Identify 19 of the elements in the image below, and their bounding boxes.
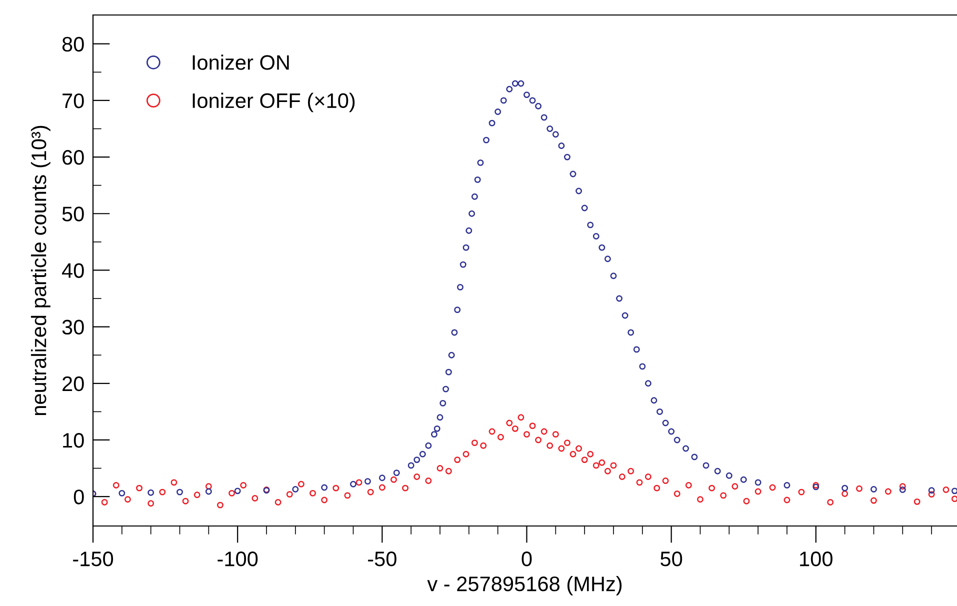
y-tick-label: 0 <box>74 490 84 504</box>
x-tick-label: -150 <box>73 552 114 566</box>
x-axis-title: v - 257895168 (MHz) <box>427 576 622 596</box>
y-tick-label: 40 <box>62 263 84 278</box>
x-tick-label: 100 <box>800 552 832 566</box>
x-tick-label: 0 <box>522 552 532 566</box>
y-tick-label: 80 <box>62 36 84 52</box>
y-tick-label: 70 <box>62 93 84 108</box>
y-tick-label: 10 <box>63 432 84 448</box>
legend-label: Ionizer OFF (×10) <box>192 92 355 112</box>
x-tick-label: -100 <box>218 552 258 566</box>
legend-label: Ionizer ON <box>192 54 289 70</box>
y-axis-title: neutralized particle counts (10³) <box>30 126 50 416</box>
y-tick-label: 30 <box>62 320 84 335</box>
y-tick-label: 20 <box>62 376 84 392</box>
y-tick-label: 60 <box>62 150 84 165</box>
y-tick-label: 50 <box>62 206 84 222</box>
x-tick-label: 50 <box>660 552 682 566</box>
x-tick-label: -50 <box>368 552 396 566</box>
